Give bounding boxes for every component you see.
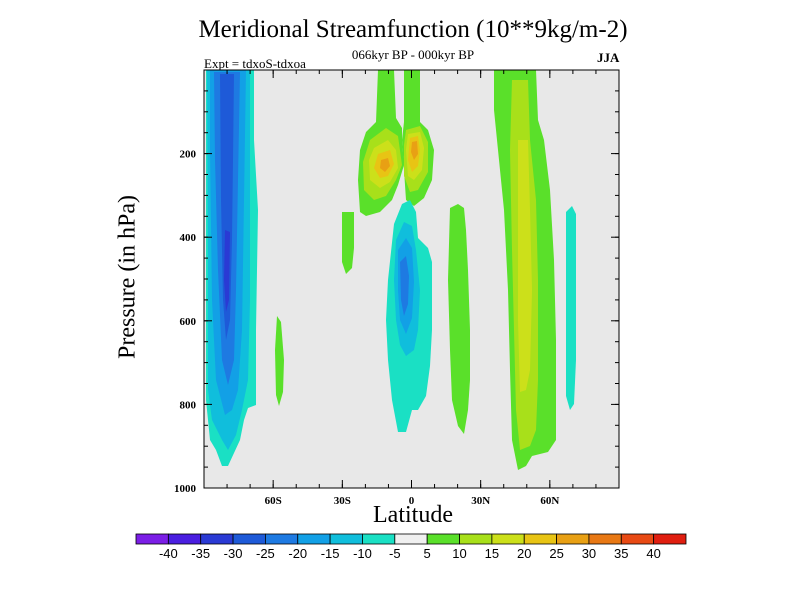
contour-level — [411, 141, 418, 160]
contour-level — [220, 74, 234, 340]
contour-level — [380, 158, 390, 172]
season-label: JJA — [597, 50, 620, 65]
colorbar-label: 5 — [424, 546, 431, 561]
colorbar-label: -35 — [191, 546, 210, 561]
contour-feature-tropical-negative-cell — [386, 200, 432, 432]
colorbar-swatch — [588, 533, 622, 545]
colorbar-swatch — [135, 533, 169, 545]
colorbar-label: 20 — [517, 546, 531, 561]
colorbar-label: 40 — [646, 546, 660, 561]
colorbar-swatch — [620, 533, 655, 545]
colorbar-label: 10 — [452, 546, 466, 561]
colorbar-label: -30 — [224, 546, 243, 561]
colorbar-label: 30 — [582, 546, 596, 561]
x-axis-label: Latitude — [373, 502, 453, 528]
colorbar: -40 -35 -30 -25 -20 -15 -10 -5 5 10 15 20 25 30 35 40 — [135, 533, 687, 561]
colorbar-label: -5 — [389, 546, 401, 561]
x-tick-label: 30S — [334, 495, 351, 507]
y-tick-label: 200 — [180, 149, 197, 161]
tick-layer: 60S 30S 0 30N 60N 200 400 600 800 1000 — [174, 70, 619, 507]
y-tick-label: 1000 — [174, 483, 197, 495]
y-tick-label: 600 — [180, 316, 197, 328]
contour-feature-20n-positive — [448, 204, 470, 434]
colorbar-label: 25 — [549, 546, 563, 561]
colorbar-swatch — [523, 533, 557, 545]
colorbar-label: -25 — [256, 546, 275, 561]
colorbar-swatch — [491, 533, 525, 545]
colorbar-label: 15 — [485, 546, 499, 561]
y-axis-label: Pressure (in hPa) — [114, 195, 141, 359]
x-tick-label: 30N — [471, 495, 490, 507]
chart-subtitle: 066kyr BP - 000kyr BP — [351, 47, 475, 62]
contour-layer — [206, 70, 576, 470]
colorbar-swatch — [329, 533, 363, 545]
contour-level — [518, 140, 532, 392]
colorbar-swatch — [265, 533, 299, 545]
contour-feature-tropical-upper-north — [402, 70, 434, 206]
colorbar-label: 35 — [614, 546, 628, 561]
y-tick-label: 800 — [180, 399, 197, 411]
colorbar-swatch — [394, 533, 428, 545]
experiment-label: Expt = tdxoS-tdxoa — [204, 56, 306, 71]
colorbar-swatch — [167, 533, 202, 545]
x-tick-label: 60S — [265, 495, 282, 507]
colorbar-swatch — [362, 533, 396, 545]
contour-feature-60s-positive — [275, 316, 284, 406]
contour-level — [400, 256, 409, 316]
contour-feature-70n-negative — [566, 206, 576, 410]
x-tick-label: 0 — [409, 495, 415, 507]
colorbar-swatch — [653, 533, 687, 545]
contour-feature-tropical-upper-south — [358, 70, 404, 216]
colorbar-label: -15 — [321, 546, 340, 561]
colorbar-label: -20 — [288, 546, 307, 561]
colorbar-swatch — [459, 533, 493, 545]
chart-title: Meridional Streamfunction (10**9kg/m-2) — [198, 16, 628, 43]
colorbar-swatch — [232, 533, 266, 545]
contour-feature-sh-negative-cell — [206, 70, 258, 466]
colorbar-swatch — [556, 533, 590, 545]
x-tick-label: 60N — [540, 495, 559, 507]
colorbar-label: -40 — [159, 546, 178, 561]
contour-feature-nh-positive-cell — [494, 70, 556, 470]
contour-feature-27s-positive — [342, 212, 354, 274]
contour-level — [224, 230, 230, 312]
colorbar-label: -10 — [353, 546, 372, 561]
colorbar-swatch — [426, 533, 460, 545]
colorbar-swatch — [297, 533, 331, 545]
colorbar-swatch — [200, 533, 234, 545]
y-tick-label: 400 — [180, 232, 197, 244]
